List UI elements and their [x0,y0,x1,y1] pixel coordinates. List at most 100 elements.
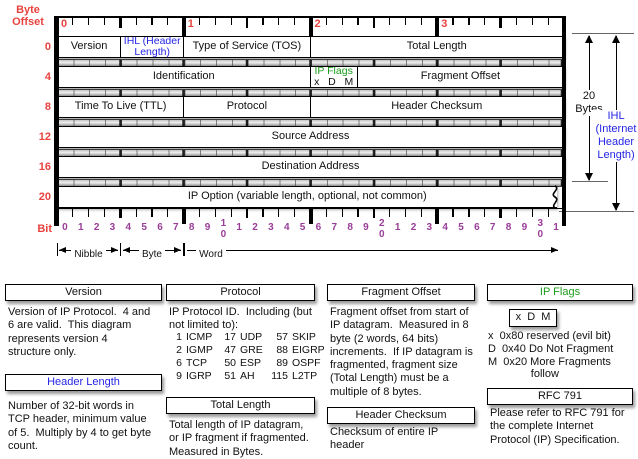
bit-tick [357,209,359,217]
bit-number: 3 [105,219,121,234]
arrow-left-icon [59,246,66,253]
field-label: Protocol [226,100,268,112]
row-offset-label: 20 [38,190,51,203]
bit-tick [531,209,533,217]
note-title-header-length-text: Header Length [47,376,120,388]
note-title-version: Version [5,284,162,301]
bit-tick [294,209,296,217]
byte-tick [308,16,313,36]
row-offset-label: 4 [44,70,51,83]
bit-number: 3 [421,219,437,234]
bit-tick [389,209,391,217]
bit-number-digit: 7 [173,222,179,233]
protocol-name: EIGRP [292,344,325,356]
bit-tick [135,209,137,217]
bit-number-digit: 9 [363,222,369,233]
bit-tick [341,16,343,25]
bit-tick [230,16,232,25]
arrow-up-icon [612,35,620,43]
note-body-ip-flags: x 0x80 reserved (evil bit) D 0x40 Do Not… [488,330,614,381]
field-ip-flags: IP Flags x D M [311,67,358,87]
field-destination-address: Destination Address [58,157,563,177]
bit-tick [468,16,470,25]
byte-number: 2 [314,17,321,30]
bit-number: 9 [358,219,374,234]
row-offset-label: 12 [38,130,51,143]
bit-tick [262,209,264,217]
bit-number-digit: 1 [220,218,227,229]
bit-number: 1 [73,219,89,234]
field-label: Destination Address [261,160,360,172]
bit-number: 5 [136,219,152,234]
field-label: Version [70,40,108,52]
bit-number: 8 [501,219,517,234]
row-offset-label: 8 [44,100,51,113]
bit-number-digit: 3 [426,222,433,233]
protocol-name: L2TP [292,370,318,382]
bit-tick [278,16,280,25]
protocol-number: 2 [176,344,182,356]
bit-number-digit: 2 [252,222,258,233]
field-total-length: Total Length [311,37,564,57]
bit-tick [294,16,296,25]
ip-flags-xdm-box: x D M [509,309,557,327]
bit-tick [484,209,486,217]
bit-number: 6 [469,219,485,234]
byte-offset-label: Byte Offset [12,4,44,28]
bit-tick [420,209,422,217]
bit-number-digit: 3 [268,222,274,233]
bit-number-digit: 6 [315,222,322,233]
protocol-number: 115 [271,370,288,382]
bit-number-digit: 8 [505,222,512,233]
field-label: IHL (Header Length) [123,37,181,57]
field-label: Header Checksum [391,100,483,112]
bit-tick [515,209,518,217]
bit-tick [531,16,533,25]
protocol-name: OSPF [292,357,321,369]
bit-tick [484,16,486,25]
ihl-label: IHL (Internet Header Length) [591,110,638,162]
protocol-number: 89 [276,357,288,369]
bit-number-digit: 1 [236,222,242,233]
note-title-rfc-791-text: RFC 791 [537,390,583,402]
bit-tick [325,16,327,25]
bit-tick [262,16,264,25]
byte-tick [181,16,186,36]
scale-divider [119,242,122,256]
protocol-name: GRE [240,344,263,356]
nibble-tick [119,209,122,218]
scale-label-text: Word [196,248,226,260]
byte-number: 0 [61,17,68,30]
nibble-tick [499,209,502,218]
bit-tick [547,209,549,217]
field-ihl-header-length: IHL (Header Length) [121,37,185,57]
twenty-bytes-label: 20 Bytes [567,90,611,116]
row-offset-label: 0 [44,40,51,53]
bit-tick [357,16,359,25]
bit-tick [325,209,327,217]
bit-tick [72,209,74,217]
bit-tick [135,16,137,25]
bit-number-digit: 6 [474,222,480,233]
bit-number: 1 [548,219,564,234]
field-protocol: Protocol [184,97,311,117]
note-body-rfc-791: Please refer to RFC 791 for the complete… [490,407,625,446]
bit-tick [547,16,549,25]
bit-number-digit: 4 [283,222,290,233]
note-title-total-length: Total Length [166,397,315,414]
protocol-number: 17 [224,331,236,343]
header-row: Source Address [57,126,564,148]
protocol-id-table: 1 ICMP 17 UDP 57 SKIP 2 IGMP 47 GRE 88 EIGRP 6 TCP 50 E… [173,331,329,383]
bit-tick [198,16,201,25]
scale-label-text: Byte [138,248,165,260]
bit-number: 6 [311,219,327,234]
field-label: Type of Service (TOS) [192,40,302,52]
protocol-number: 57 [276,331,288,343]
note-title-protocol: Protocol [166,284,315,301]
bit-tick [167,16,169,25]
protocol-number: 1 [176,331,182,343]
note-title-version-text: Version [65,286,102,298]
bit-number-digit: 1 [394,222,401,233]
